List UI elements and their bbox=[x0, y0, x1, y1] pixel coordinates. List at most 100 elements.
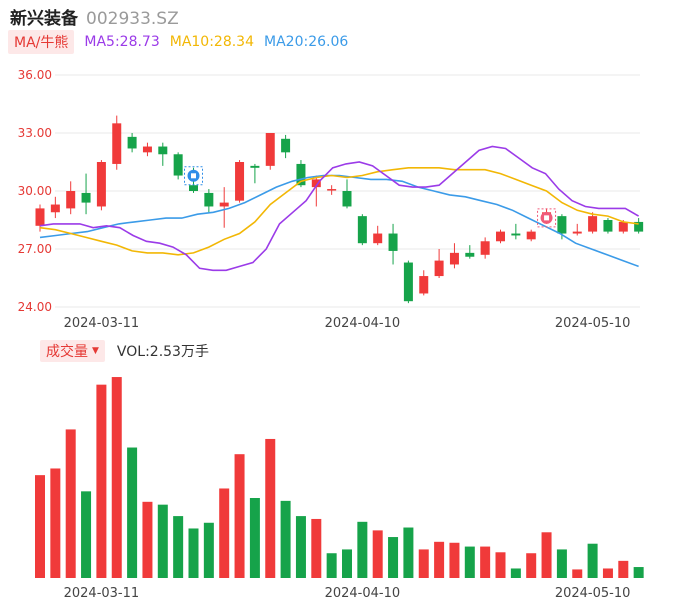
candle bbox=[449, 243, 459, 269]
candle-body bbox=[465, 252, 475, 257]
y-tick-label: 24.00 bbox=[18, 300, 52, 314]
volume-bar bbox=[265, 438, 276, 578]
volume-value-label: VOL:2.53万手 bbox=[116, 344, 209, 360]
ma10-legend-label: MA10:28.34 bbox=[169, 34, 255, 50]
volume-bar bbox=[81, 491, 92, 578]
volume-indicator-selector[interactable]: 成交量 ▼ bbox=[40, 340, 105, 362]
volume-bar bbox=[96, 384, 107, 578]
volume-legend: 成交量 ▼ VOL:2.53万手 bbox=[40, 340, 209, 362]
candle bbox=[204, 189, 214, 213]
volume-bar bbox=[449, 542, 460, 578]
candle bbox=[35, 204, 45, 232]
candle-body bbox=[388, 233, 398, 251]
candle bbox=[158, 142, 168, 166]
ma5-legend-label: MA5:28.73 bbox=[84, 34, 160, 50]
candle bbox=[66, 181, 76, 215]
volume-bar bbox=[203, 522, 214, 578]
volume-bar bbox=[219, 488, 230, 578]
volume-bar bbox=[326, 553, 337, 578]
candle-body bbox=[81, 192, 91, 203]
caret-down-icon: ▼ bbox=[92, 346, 99, 356]
marker-frame bbox=[184, 166, 203, 186]
candle bbox=[342, 179, 352, 209]
candle-body bbox=[357, 216, 367, 244]
y-tick-label: 33.00 bbox=[18, 126, 52, 140]
volume-bar bbox=[633, 567, 644, 578]
volume-bar bbox=[418, 549, 429, 578]
candle-body bbox=[434, 260, 444, 277]
stock-code: 002933.SZ bbox=[86, 9, 179, 29]
candle-body bbox=[204, 192, 214, 207]
candle-body bbox=[480, 241, 490, 255]
candle-body bbox=[311, 179, 321, 188]
candle-body bbox=[373, 233, 383, 244]
candle bbox=[327, 185, 337, 195]
volume-bar bbox=[280, 500, 291, 578]
volume-bar bbox=[495, 552, 506, 578]
candle bbox=[127, 133, 137, 153]
price-x-ticks: 2024-03-11 2024-04-10 2024-05-10 bbox=[64, 316, 631, 331]
candle bbox=[357, 214, 367, 246]
x-tick-label: 2024-04-10 bbox=[325, 316, 401, 331]
candlestick-series bbox=[35, 115, 644, 304]
ma-legend: MA/牛熊 MA5:28.73 MA10:28.34 MA20:26.06 bbox=[8, 30, 348, 54]
candle-body bbox=[35, 208, 45, 226]
candle-body bbox=[189, 185, 198, 191]
candle bbox=[81, 173, 91, 215]
marker-glyph bbox=[544, 215, 550, 221]
candle bbox=[634, 218, 644, 234]
volume-bar bbox=[157, 504, 168, 578]
moving-average-lines bbox=[39, 145, 640, 272]
volume-bar bbox=[142, 501, 153, 578]
volume-bar bbox=[618, 560, 629, 578]
volume-bar bbox=[572, 569, 583, 578]
volume-bars bbox=[35, 377, 644, 578]
candle bbox=[96, 160, 106, 211]
candle bbox=[388, 223, 398, 265]
candle bbox=[265, 133, 275, 170]
candle-body bbox=[112, 123, 122, 164]
candle bbox=[219, 187, 229, 228]
stock-name: 新兴装备 bbox=[10, 9, 78, 29]
candle-body bbox=[572, 231, 582, 234]
candle bbox=[465, 245, 475, 259]
x-tick-label: 2024-03-11 bbox=[64, 316, 140, 331]
volume-bar bbox=[480, 546, 491, 578]
price-gridlines bbox=[55, 74, 640, 308]
ma-indicator-selector[interactable]: MA/牛熊 bbox=[8, 30, 75, 54]
volume-bar bbox=[65, 429, 76, 578]
candle-body bbox=[96, 162, 106, 207]
candle bbox=[588, 212, 598, 234]
x-tick-label: 2024-05-10 bbox=[555, 586, 631, 601]
candle-body bbox=[235, 162, 245, 201]
candle-body bbox=[526, 231, 536, 240]
stock-header: 新兴装备 002933.SZ bbox=[10, 4, 179, 29]
volume-bar bbox=[311, 518, 322, 578]
buy-signal-icon bbox=[184, 166, 203, 186]
volume-bar bbox=[234, 454, 245, 578]
marker-frame bbox=[537, 208, 557, 228]
candle bbox=[434, 249, 444, 278]
volume-bar bbox=[434, 541, 445, 578]
volume-bar bbox=[403, 527, 414, 578]
candle bbox=[235, 160, 245, 203]
candle-body bbox=[281, 138, 291, 153]
volume-bar bbox=[372, 530, 383, 578]
sell-signal-icon bbox=[537, 208, 557, 228]
candle bbox=[526, 229, 536, 242]
volume-bar bbox=[510, 568, 521, 578]
candle bbox=[480, 237, 490, 259]
y-tick-label: 36.00 bbox=[18, 68, 52, 82]
volume-bar bbox=[464, 546, 475, 578]
candle bbox=[281, 134, 291, 159]
candle-body bbox=[327, 189, 337, 191]
candle bbox=[112, 115, 122, 170]
candle bbox=[496, 229, 505, 244]
volume-bar bbox=[111, 377, 122, 578]
volume-bar bbox=[173, 516, 184, 578]
candle bbox=[50, 196, 60, 219]
candle-body bbox=[496, 231, 505, 242]
volume-bar bbox=[35, 475, 45, 578]
volume-bar bbox=[587, 543, 598, 578]
